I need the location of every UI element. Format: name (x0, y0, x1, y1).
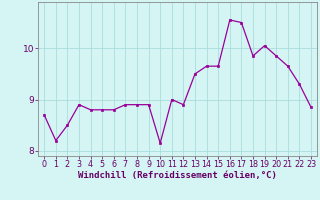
X-axis label: Windchill (Refroidissement éolien,°C): Windchill (Refroidissement éolien,°C) (78, 171, 277, 180)
